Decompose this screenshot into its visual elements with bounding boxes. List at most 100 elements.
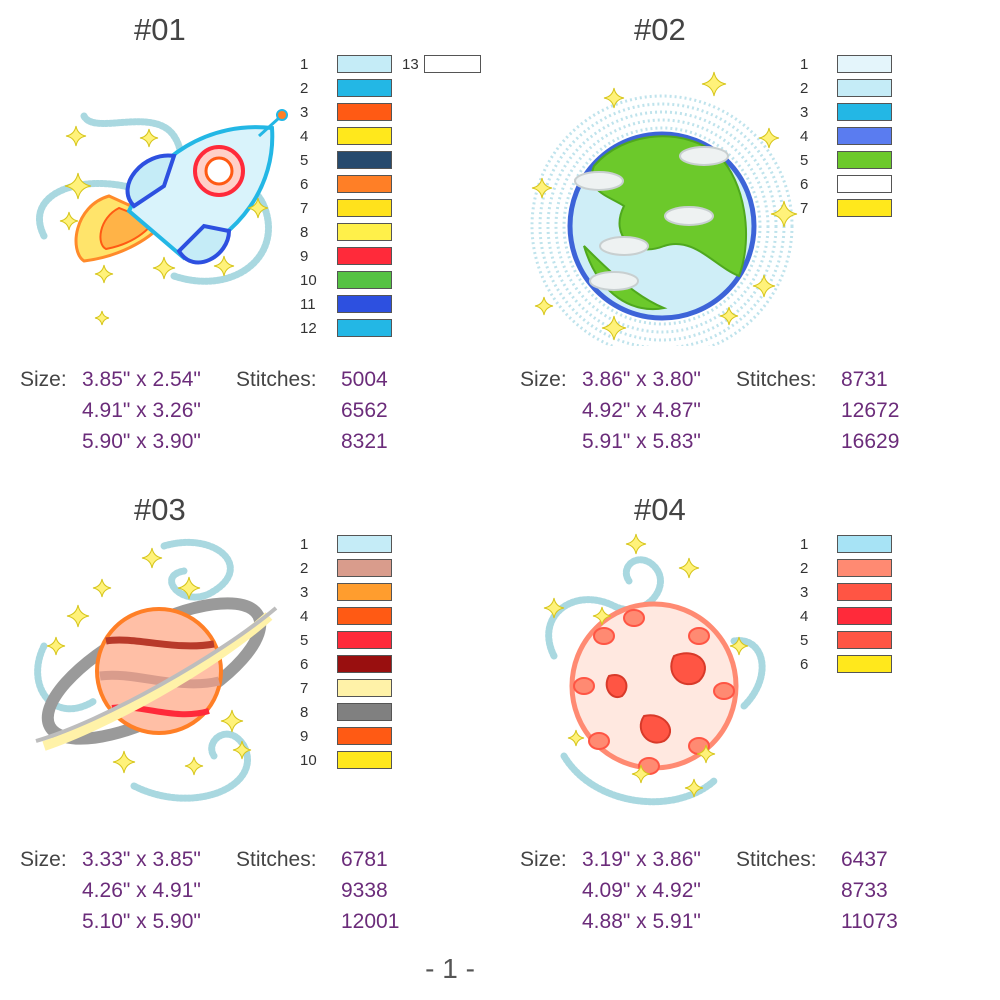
color-number: 13 — [402, 56, 419, 73]
color-number: 5 — [800, 152, 809, 169]
design-panel: #04 1 2 3 4 5 6 Size: Stitches: 3.19" x 3.86" 4.09… — [500, 480, 1000, 960]
color-number: 3 — [800, 104, 809, 121]
star-icon — [684, 778, 704, 798]
color-number: 6 — [800, 656, 809, 673]
color-number: 1 — [800, 56, 809, 73]
color-swatch — [837, 655, 892, 673]
star-icon — [46, 636, 66, 656]
star-icon — [64, 172, 92, 200]
size-label: Size: — [20, 848, 67, 871]
color-number: 7 — [300, 680, 309, 697]
star-icon — [112, 750, 136, 774]
color-swatch — [337, 79, 392, 97]
star-icon — [631, 764, 651, 784]
size-value: 4.91" x 3.26" — [82, 399, 201, 422]
star-icon — [220, 709, 244, 733]
color-number: 5 — [800, 632, 809, 649]
star-icon — [94, 310, 110, 326]
color-number: 8 — [300, 224, 309, 241]
stitch-count: 16629 — [841, 430, 900, 453]
design-panel: #03 1 2 3 4 5 6 7 8 9 10 Size: Stitches: 3.33" x 3.85… — [0, 480, 500, 960]
size-label: Size: — [520, 368, 567, 391]
star-icon — [66, 604, 90, 628]
design-title: #03 — [134, 492, 186, 527]
stitch-count: 12001 — [341, 910, 400, 933]
color-number: 5 — [300, 152, 309, 169]
color-swatch — [337, 751, 392, 769]
color-number: 3 — [800, 584, 809, 601]
color-swatch — [837, 127, 892, 145]
size-label: Size: — [20, 368, 67, 391]
color-swatch — [337, 103, 392, 121]
color-number: 10 — [300, 272, 317, 289]
stitch-count: 6562 — [341, 399, 388, 422]
design-title: #01 — [134, 12, 186, 47]
star-icon — [543, 597, 565, 619]
stitches-label: Stitches: — [736, 848, 817, 871]
star-icon — [232, 740, 252, 760]
color-swatch — [337, 631, 392, 649]
star-icon — [696, 744, 716, 764]
color-number: 12 — [300, 320, 317, 337]
page-number: - 1 - — [425, 953, 475, 984]
color-swatch — [337, 559, 392, 577]
color-swatch — [424, 55, 481, 73]
color-swatch — [837, 607, 892, 625]
star-icon — [92, 578, 112, 598]
color-number: 9 — [300, 248, 309, 265]
color-swatch — [337, 55, 392, 73]
color-number: 2 — [300, 560, 309, 577]
design-panel: #02 1 2 3 4 5 6 7 Size: Stitches: 3.86" x 3.80" 4.9… — [500, 0, 1000, 480]
stitch-count: 8731 — [841, 368, 888, 391]
star-icon — [592, 606, 612, 626]
size-value: 3.33" x 3.85" — [82, 848, 201, 871]
color-number: 3 — [300, 104, 309, 121]
star-icon — [177, 576, 201, 600]
color-number: 4 — [300, 608, 309, 625]
star-icon — [94, 264, 114, 284]
size-label: Size: — [520, 848, 567, 871]
color-number: 4 — [300, 128, 309, 145]
stitch-count: 11073 — [841, 910, 898, 933]
stitches-label: Stitches: — [236, 368, 317, 391]
star-icon — [534, 296, 554, 316]
color-swatch — [337, 151, 392, 169]
star-icon — [625, 533, 647, 555]
color-swatch — [337, 727, 392, 745]
size-value: 3.85" x 2.54" — [82, 368, 201, 391]
size-value: 5.91" x 5.83" — [582, 430, 701, 453]
color-swatch — [337, 535, 392, 553]
star-icon — [567, 729, 585, 747]
color-swatch — [837, 535, 892, 553]
star-icon — [719, 306, 739, 326]
star-icon — [531, 177, 553, 199]
color-swatch — [337, 319, 392, 337]
design-title: #04 — [634, 492, 686, 527]
star-icon — [752, 274, 776, 298]
color-swatch — [337, 127, 392, 145]
star-icon — [603, 87, 625, 109]
color-swatch — [337, 703, 392, 721]
star-icon — [139, 128, 159, 148]
stitch-count: 5004 — [341, 368, 388, 391]
stitch-count: 12672 — [841, 399, 900, 422]
color-swatch — [337, 223, 392, 241]
star-icon — [247, 197, 269, 219]
star-icon — [758, 127, 780, 149]
color-number: 4 — [800, 128, 809, 145]
color-swatch — [337, 655, 392, 673]
size-value: 5.10" x 5.90" — [82, 910, 201, 933]
color-number: 7 — [800, 200, 809, 217]
color-swatch — [837, 79, 892, 97]
color-swatch — [337, 583, 392, 601]
size-value: 4.92" x 4.87" — [582, 399, 701, 422]
color-number: 1 — [300, 56, 309, 73]
color-number: 4 — [800, 608, 809, 625]
color-number: 6 — [300, 176, 309, 193]
color-swatch — [337, 271, 392, 289]
color-number: 8 — [300, 704, 309, 721]
color-number: 10 — [300, 752, 317, 769]
color-swatch — [837, 583, 892, 601]
color-number: 6 — [800, 176, 809, 193]
star-icon — [729, 636, 749, 656]
